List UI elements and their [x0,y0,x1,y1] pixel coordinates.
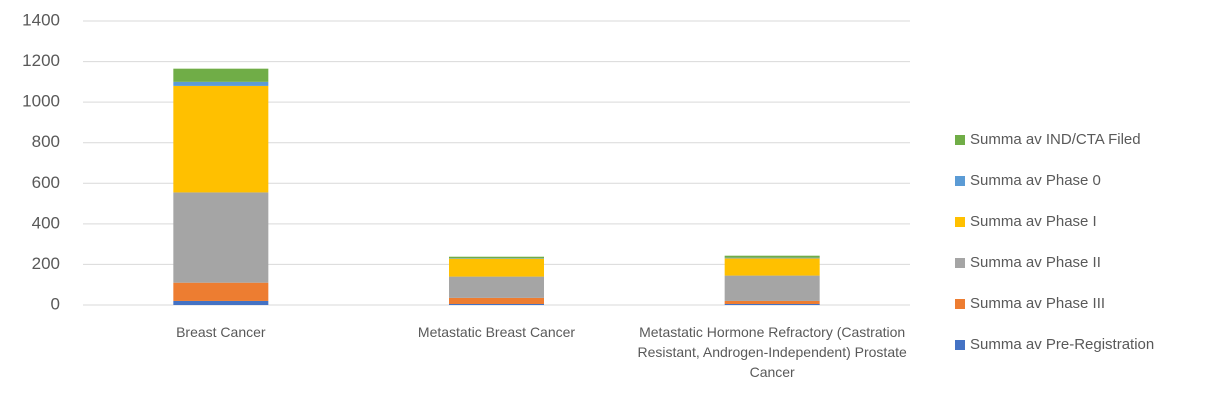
bar-segment [724,257,820,259]
legend-label: Summa av Phase III [970,295,1105,312]
x-tick-label: Metastatic Hormone Refractory (Castratio… [637,324,907,380]
legend-label: Summa av Phase I [970,213,1097,230]
legend-label: Summa av Phase II [970,254,1101,271]
x-tick-label: Breast Cancer [176,324,266,340]
legend-label: Summa av Phase 0 [970,172,1101,189]
y-tick-label: 1200 [22,51,60,70]
bar-segment [173,68,269,82]
y-tick-label: 800 [32,132,60,151]
bar-segment [724,300,820,304]
y-tick-label: 1400 [22,10,60,29]
bar-segment [449,276,544,298]
legend-label: Summa av Pre-Registration [970,336,1154,353]
legend-swatch [955,299,965,309]
bar-segment [449,258,544,277]
legend-label: Summa av IND/CTA Filed [970,131,1141,148]
y-tick-label: 400 [32,213,60,232]
bar-segment [449,303,544,305]
bar-segment [724,303,820,305]
legend-swatch [955,258,965,268]
bar-segment [173,81,269,86]
bar-segment [173,300,269,305]
bar-segment [173,192,269,283]
y-tick-label: 200 [32,254,60,273]
legend-swatch [955,176,965,186]
bar-segment [724,255,820,258]
legend-swatch [955,135,965,145]
y-tick-label: 0 [51,294,60,313]
bar-segment [724,258,820,276]
bar-segment [724,275,820,301]
y-tick-label: 1000 [22,92,60,111]
bar-segment [449,297,544,304]
legend-swatch [955,340,965,350]
bar-segment [173,85,269,193]
y-tick-label: 600 [32,173,60,192]
bar-segment [449,256,544,259]
x-tick-label: Metastatic Breast Cancer [417,324,576,340]
legend-swatch [955,217,965,227]
bar-segment [173,282,269,301]
